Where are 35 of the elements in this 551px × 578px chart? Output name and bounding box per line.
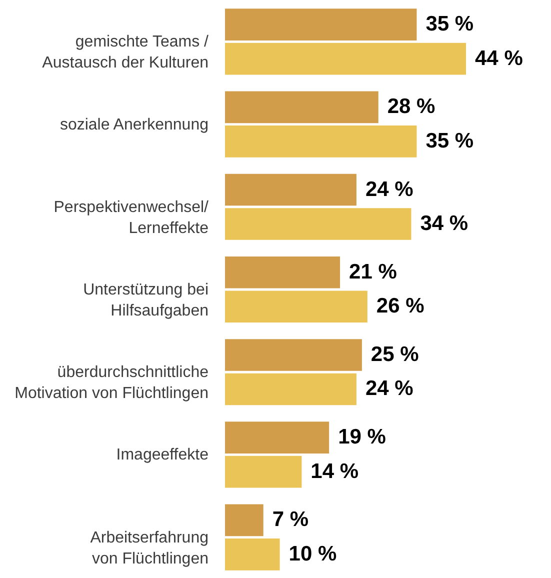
data-label: 24 % <box>365 178 414 201</box>
data-label: 19 % <box>338 426 386 449</box>
y-tick-label: Perspektivenwechsel/ Lerneffekte <box>54 198 210 237</box>
bar <box>225 504 264 536</box>
data-label: 35 % <box>426 12 474 36</box>
data-label: 26 % <box>376 294 425 318</box>
y-tick-label: soziale Anerkennung <box>60 116 208 134</box>
data-label: 44 % <box>475 46 524 70</box>
bar <box>225 91 378 124</box>
data-label: 24 % <box>365 377 414 400</box>
y-tick-label: Imageeffekte <box>116 446 209 464</box>
bar <box>225 456 302 488</box>
data-label: 7 % <box>272 508 309 532</box>
bar <box>225 125 417 158</box>
data-label: 34 % <box>420 212 468 236</box>
bar <box>225 42 466 75</box>
bar <box>225 208 412 240</box>
bar <box>225 422 330 454</box>
bar <box>225 290 368 323</box>
bar <box>225 373 356 406</box>
data-label: 28 % <box>387 95 436 118</box>
y-tick-label: überdurchschnittliche Motivation von Flüchtlingen <box>14 364 209 402</box>
data-label: 35 % <box>426 129 474 152</box>
data-label: 14 % <box>310 460 359 483</box>
data-label: 21 % <box>349 260 398 284</box>
data-label: 25 % <box>370 342 420 366</box>
data-label: 10 % <box>288 542 337 566</box>
bar <box>225 538 280 570</box>
y-tick-label: gemischte Teams / Austausch der Kulturen <box>42 34 210 72</box>
bar <box>225 8 417 40</box>
y-tick-label: Arbeitserfahrung von Flüchtlingen <box>90 529 208 568</box>
y-tick-label: Unterstützung bei Hilfsaufgaben <box>83 282 208 320</box>
bar <box>225 256 340 288</box>
bar <box>225 174 356 206</box>
bar <box>225 339 362 371</box>
